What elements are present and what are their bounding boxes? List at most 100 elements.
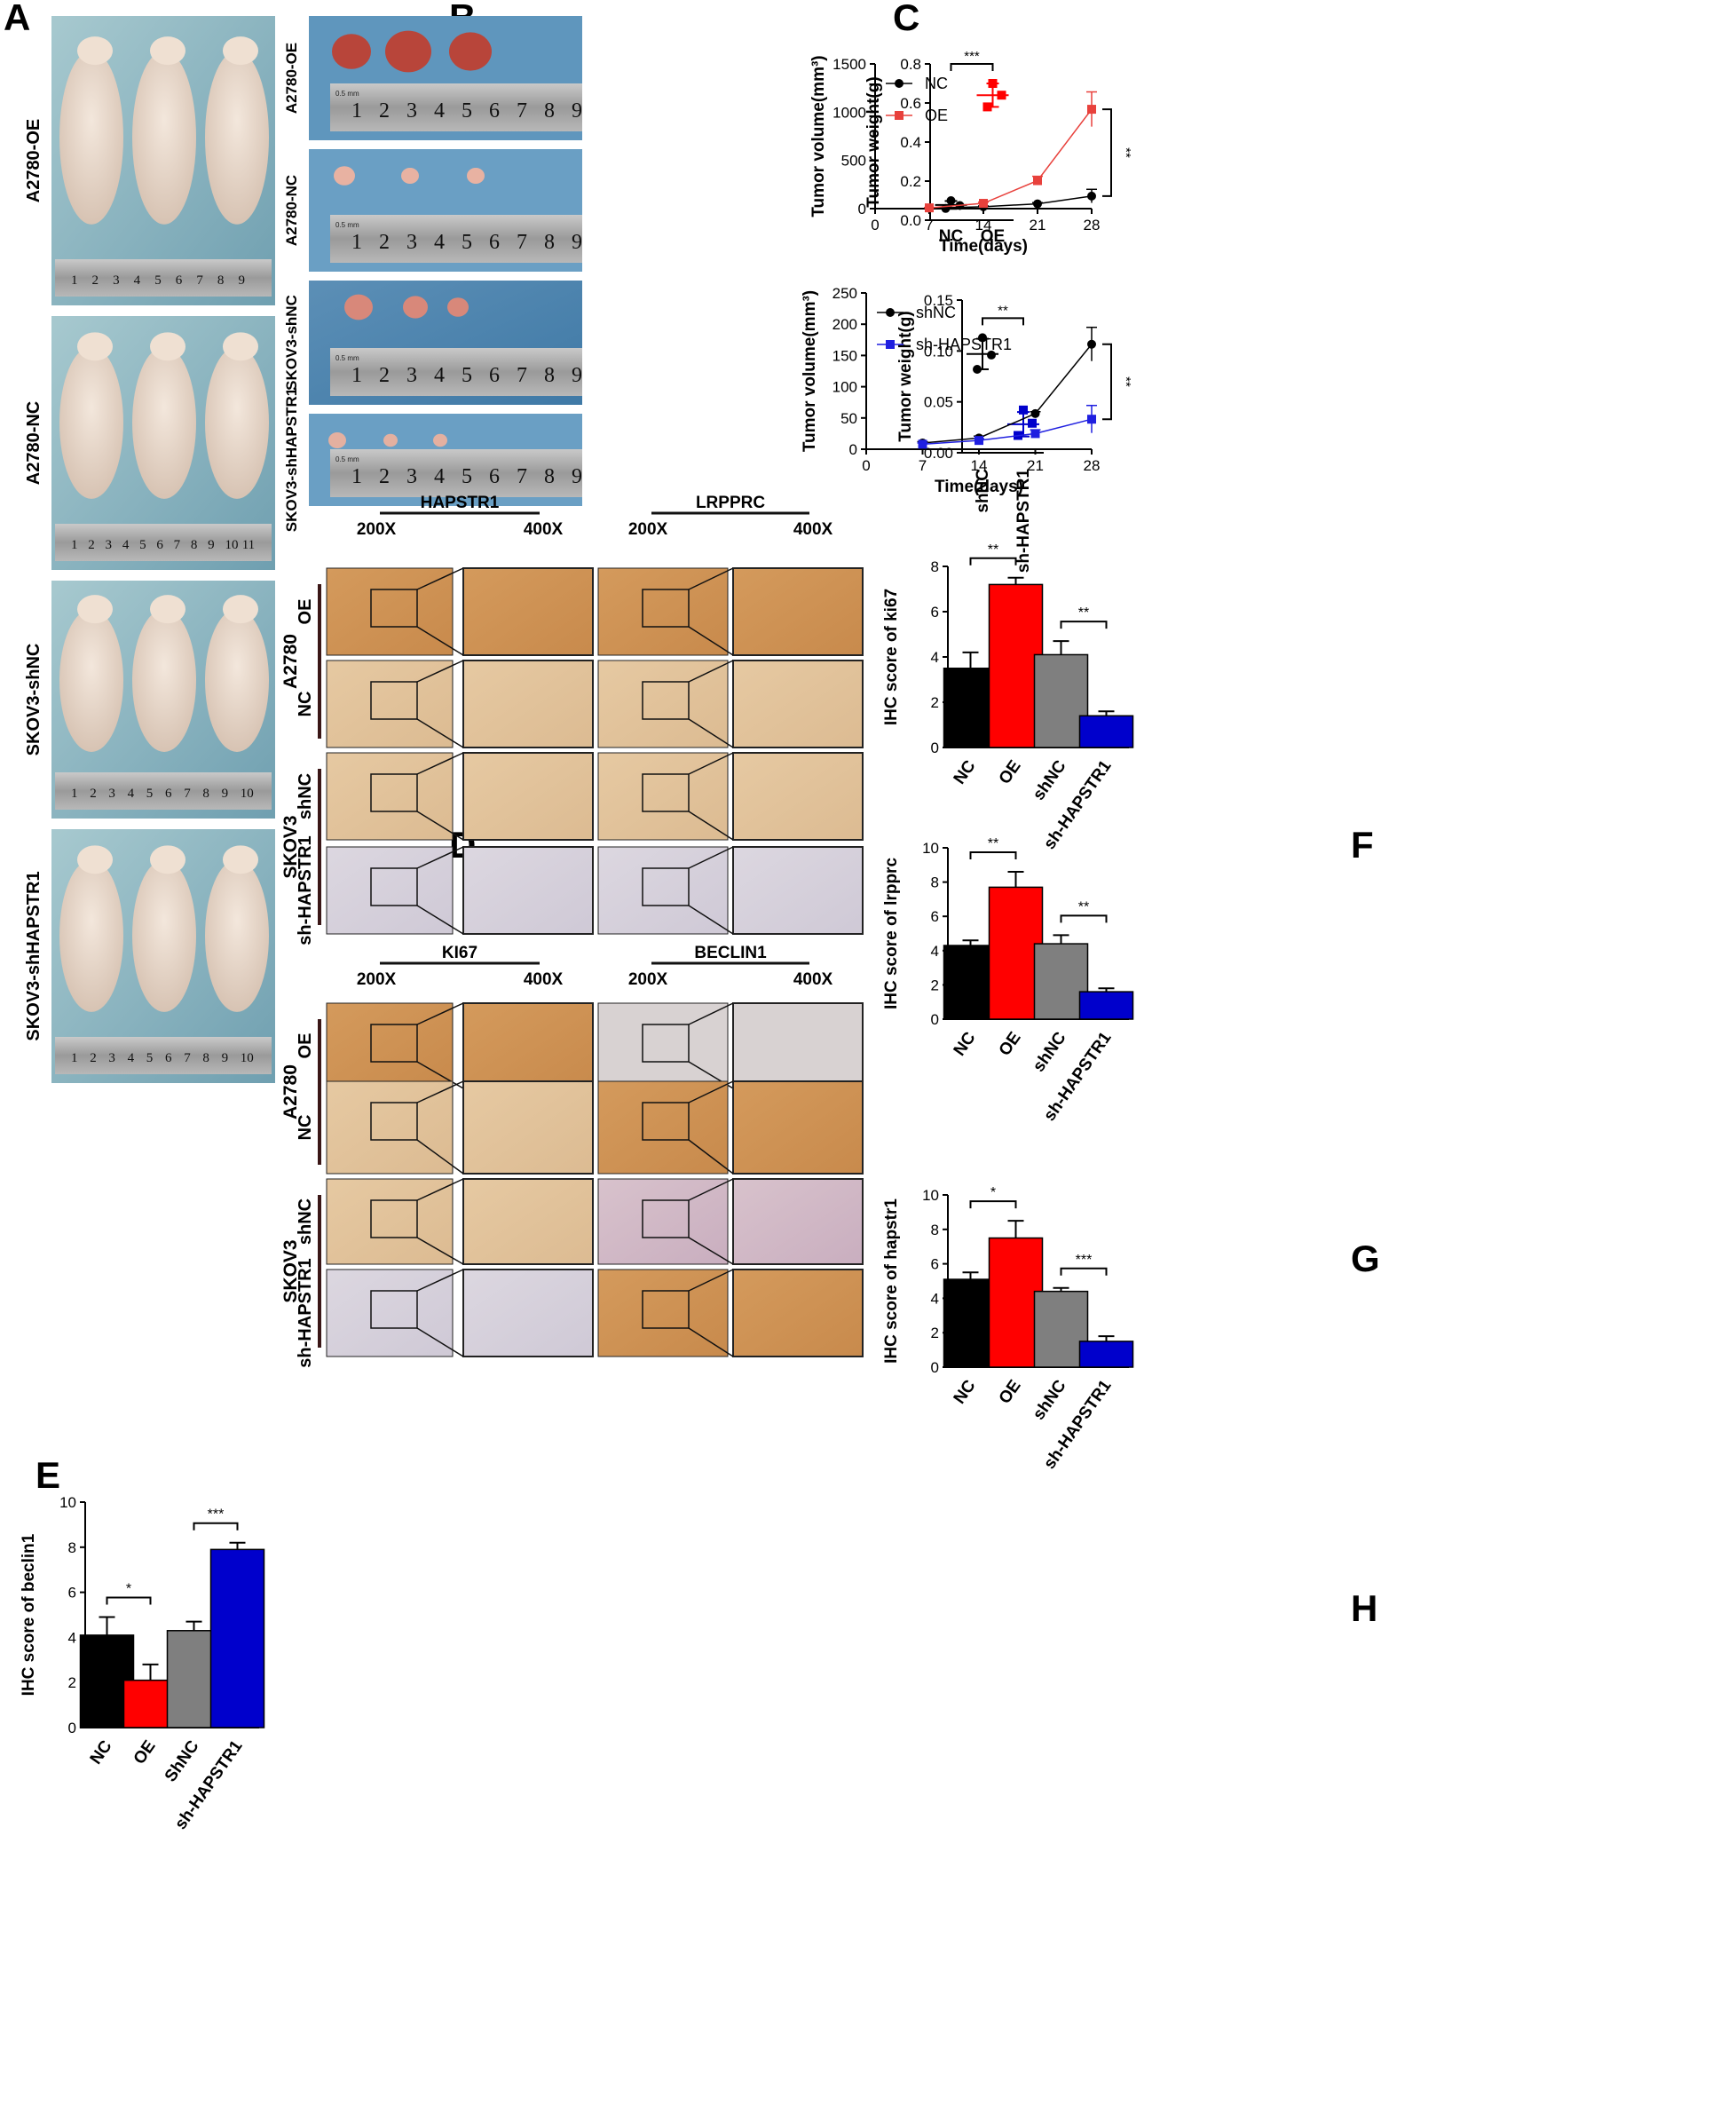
zoom-line [688,1080,734,1103]
y-axis-title: IHC score of lrpprc [882,858,901,1009]
y-tick-label: 2 [931,694,939,711]
y-tick-label: 1500 [832,56,866,73]
ruler-tick-label: 9 [222,787,229,801]
bar [1078,991,1134,1020]
zoom-line [688,1237,734,1265]
stain-label: LRPPRC [696,494,765,512]
ruler-tick-label: 10 [241,1051,254,1065]
ruler-tick-label: 4 [434,99,445,123]
mouse-head [223,595,258,624]
mouse-head [77,332,113,361]
zoom-line [688,1002,734,1025]
ruler-tick-label: 5 [462,364,472,387]
ihc-image-200x [597,752,729,841]
ihc-image-400x [462,752,594,841]
zoom-box [642,681,690,720]
mouse-body [59,609,123,752]
zoom-box [642,867,690,906]
data-point [997,91,1006,100]
row-label: OE [296,1033,315,1059]
y-tick-label: 0.6 [900,95,921,112]
legend-label: NC [925,75,948,92]
y-axis-title: Tumor weight(g) [896,311,915,441]
ihc-image-200x [326,1178,454,1265]
ruler-tick-label: 11 [242,538,255,552]
x-tick-label: ShNC [162,1737,203,1786]
significance-label: * [126,1582,131,1597]
mouse-body [59,51,123,225]
zoom-box [642,589,690,628]
ruler-tick-label: 6 [489,231,500,254]
mag-label-low: 200X [628,970,668,989]
y-tick-label: 4 [931,943,939,960]
tumor [332,34,371,69]
y-tick-label: 0 [68,1720,76,1736]
y-tick-label: 8 [931,1222,939,1238]
zoom-line [416,1061,464,1089]
y-tick-label: 0.00 [924,445,953,462]
data-point [987,350,996,360]
ruler-caption: 0.5 mm [335,455,359,463]
ruler-tick-label: 5 [462,465,472,488]
tumor [328,432,346,448]
zoom-line [688,905,734,935]
zoom-line [416,1139,464,1175]
bar [1078,715,1134,748]
zoom-box [370,867,418,906]
stain-label: BECLIN1 [694,944,767,962]
significance-bracket [1060,1267,1108,1276]
ruler [55,259,272,297]
zoom-line [688,1269,734,1292]
chart-C4: 0 50 100 150 200 250 Tumor volume(mm³) 0 7 14 21 28… [801,285,1133,496]
significance-label: ** [1078,899,1089,914]
stain-label: HAPSTR1 [421,494,500,512]
legend-marker [895,79,904,88]
x-tick-label: NC [87,1737,116,1768]
photo-row-label: SKOV3-shNC [24,644,43,756]
zoom-box [642,1199,690,1238]
ihc-image-200x [597,660,729,748]
ihc-image-400x [462,1002,594,1089]
y-axis-title: Tumor volume(mm³) [809,55,828,217]
ruler-tick-label: 10 [225,538,238,552]
ruler-tick-label: 2 [379,99,390,123]
cell-line-label: A2780 [280,634,301,689]
y-tick-label: 0.10 [924,343,953,360]
bar [943,1278,998,1368]
zoom-box [370,681,418,720]
ruler-tick-label: 5 [146,787,154,801]
ihc-image-400x [732,660,864,748]
ihc-image-400x [462,846,594,935]
y-tick-label: 1000 [832,104,866,121]
ruler-tick-label: 3 [406,465,417,488]
legend-label: shNC [916,304,956,321]
zoom-line [416,1002,464,1025]
bar [1033,653,1089,748]
tumor [449,32,492,71]
x-tick-label: 7 [925,217,933,233]
zoom-line [416,1178,464,1201]
ruler-tick-label: 7 [174,538,181,552]
cell-line-label: A2780 [280,1064,301,1119]
mouse-head [223,845,258,874]
ruler-tick-label: 2 [90,787,97,801]
data-point [1087,339,1096,349]
ihc-image-200x [597,846,729,935]
ruler-tick-label: 8 [191,538,198,552]
ruler-tick-label: 4 [128,787,135,801]
x-tick-label: shNC [1030,757,1070,804]
data-point [1030,408,1040,418]
mag-label-high: 400X [793,970,833,989]
bar [209,1548,265,1728]
ihc-image-400x [732,1269,864,1357]
ruler-tick-label: 4 [434,231,445,254]
data-point [1028,418,1037,428]
ruler-tick-label: 6 [165,1051,172,1065]
x-tick-label: OE [130,1737,160,1768]
ruler-tick-label: 1 [71,273,78,288]
mouse-body [132,346,196,499]
